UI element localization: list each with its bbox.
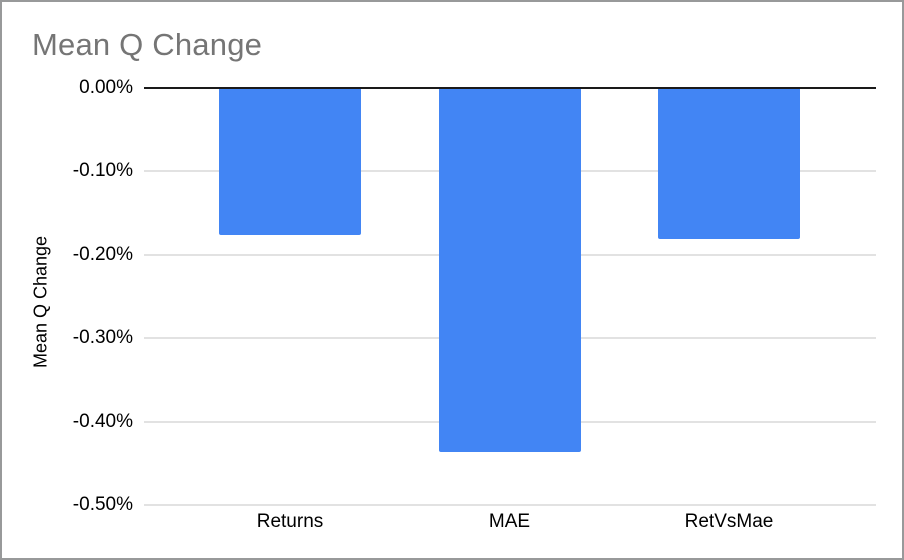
y-tick-label: -0.30% <box>72 327 133 348</box>
y-tick-label: 0.00% <box>79 77 133 98</box>
bar-retvsmae <box>658 89 800 239</box>
x-category-label: Returns <box>256 511 324 532</box>
bar-mae <box>439 89 581 452</box>
y-tick-label: -0.40% <box>72 411 133 432</box>
zero-axis-line <box>144 87 876 89</box>
chart-title: Mean Q Change <box>32 27 263 62</box>
x-category-label: MAE <box>488 511 531 532</box>
y-tick-label: -0.10% <box>72 160 133 181</box>
gridline <box>144 504 876 506</box>
bar-returns <box>219 89 361 235</box>
x-category-label: RetVsMae <box>684 511 774 532</box>
y-tick-label: -0.20% <box>72 244 133 265</box>
y-tick-label: -0.50% <box>72 494 133 515</box>
